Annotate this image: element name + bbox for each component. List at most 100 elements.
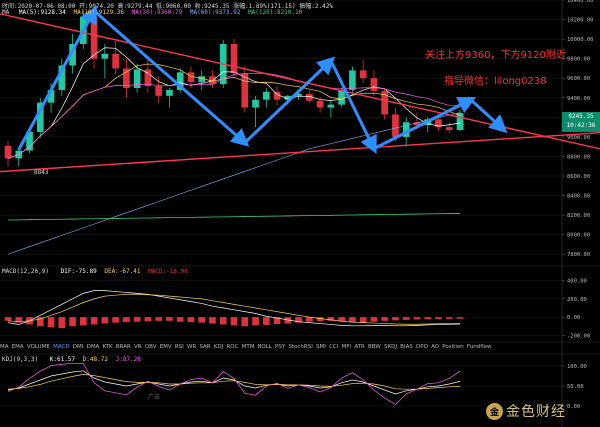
candle-body bbox=[445, 127, 453, 131]
tab-psy[interactable]: PSY bbox=[275, 344, 286, 350]
kdj-k-line bbox=[7, 370, 461, 395]
tab-cci[interactable]: CCI bbox=[329, 344, 339, 350]
tab-dma[interactable]: DMA bbox=[86, 344, 100, 350]
tab-bbw[interactable]: BBW bbox=[368, 344, 381, 350]
candle-body bbox=[273, 91, 281, 100]
tab-rsi[interactable]: RSI bbox=[174, 344, 184, 350]
candle-body bbox=[4, 145, 12, 159]
tab-macd[interactable]: MACD bbox=[53, 344, 70, 350]
macd-histogram-bar bbox=[338, 317, 345, 322]
tick-label: 8600.00 bbox=[567, 174, 590, 180]
macd-histogram-bar bbox=[349, 317, 356, 323]
tab-atr[interactable]: ATR bbox=[354, 344, 365, 350]
tick-label: 9800.00 bbox=[567, 57, 590, 63]
tab-boll[interactable]: BOLL bbox=[257, 344, 272, 350]
macd-histogram-bar bbox=[144, 317, 152, 322]
macd-histogram-bar bbox=[381, 317, 389, 321]
candle-body bbox=[47, 89, 55, 103]
macd-histogram-bar bbox=[133, 317, 141, 322]
candle-body bbox=[230, 44, 238, 74]
candle-body bbox=[36, 102, 44, 132]
tab-brar[interactable]: BRAR bbox=[115, 344, 131, 350]
macd-pane bbox=[4, 290, 464, 329]
ma60-line bbox=[7, 112, 461, 255]
j-value: J:87.28 bbox=[115, 356, 141, 363]
tab-fundflow[interactable]: Fundflow bbox=[466, 344, 492, 350]
tick-label: 7800.00 bbox=[567, 252, 590, 258]
tab-mtm[interactable]: MTM bbox=[241, 344, 255, 350]
tab-mfi[interactable]: MFI bbox=[341, 344, 352, 350]
tab-ao[interactable]: AO bbox=[431, 344, 440, 350]
swing-arrow bbox=[329, 59, 377, 155]
tab-ma[interactable]: MA bbox=[0, 344, 9, 350]
tab-emv[interactable]: EMV bbox=[159, 344, 172, 350]
tab-position[interactable]: Position bbox=[442, 344, 464, 350]
macd-histogram-bar bbox=[187, 317, 195, 323]
tab-skdj[interactable]: SKDJ bbox=[384, 344, 397, 350]
ma10-value: MA(10):9129.36 bbox=[73, 9, 125, 16]
candlestick-pane bbox=[0, 5, 600, 255]
tab-wr[interactable]: WR bbox=[186, 344, 197, 350]
macd-histogram-bar bbox=[176, 317, 184, 322]
macd-histogram-bar bbox=[284, 317, 292, 324]
tab-smi[interactable]: SMI bbox=[316, 344, 326, 350]
logo: 金 金色财经 bbox=[486, 400, 598, 422]
macd-histogram-bar bbox=[445, 317, 453, 319]
price-axis: 7800.00 8000.00 8200.00 8400.00 8600.00 8800.… bbox=[562, 0, 594, 410]
candle-body bbox=[316, 100, 324, 108]
annotation-levels: 关注上方9360，下方9120附近 bbox=[425, 50, 566, 61]
candle-body bbox=[101, 53, 109, 59]
tick-label: 10200.00 bbox=[567, 18, 594, 24]
logo-text: 金色财经 bbox=[506, 404, 566, 420]
macd-histogram-bar bbox=[123, 317, 130, 323]
tab-ema[interactable]: EMA bbox=[11, 344, 24, 350]
tab-kdj[interactable]: KDJ bbox=[213, 344, 224, 350]
macd-histogram-bar bbox=[424, 317, 432, 320]
tab-ktk[interactable]: KTK bbox=[102, 344, 113, 350]
dea-line bbox=[7, 293, 461, 325]
current-price: 9245.35 bbox=[568, 113, 594, 120]
candle-body bbox=[155, 86, 163, 96]
candle-body bbox=[413, 122, 421, 126]
candle-body bbox=[209, 76, 216, 85]
candle-body bbox=[176, 72, 184, 90]
ma-header: MA MA(5):9128.34 MA(10):9129.36 MA(30):9… bbox=[2, 9, 472, 16]
kdj-header: KDJ(9,3,3) K:61.57 D:48.72 J:87.28 bbox=[2, 356, 141, 363]
tab-obv[interactable]: OBV bbox=[144, 344, 157, 350]
tick-label: 8800.00 bbox=[567, 154, 590, 160]
k-value: K:61.57 bbox=[49, 356, 76, 363]
ma5-value: MA(5):9128.34 bbox=[18, 9, 66, 16]
tick-label: 400.00 bbox=[567, 279, 587, 285]
candle-body bbox=[123, 68, 130, 88]
ad-label: 广告 bbox=[148, 394, 161, 401]
tab-stochrsi[interactable]: StochRSI bbox=[288, 344, 313, 350]
candle-body bbox=[338, 89, 345, 105]
macd-header: MACD(12,26,9) DIF:-75.89 DEA:-67.41 MACD… bbox=[2, 268, 188, 275]
macd-histogram-bar bbox=[4, 317, 12, 321]
tab-roc[interactable]: ROC bbox=[226, 344, 239, 350]
macd-histogram-bar bbox=[90, 317, 98, 325]
tab-vr[interactable]: VR bbox=[134, 344, 142, 350]
tab-bias[interactable]: BIAS bbox=[400, 344, 413, 350]
candle-body bbox=[112, 53, 119, 69]
ohlc-header: 时间:2020-07-06 08:00 开:9074.20 高:9279.44 … bbox=[2, 3, 333, 10]
tab-sar[interactable]: SAR bbox=[199, 344, 211, 350]
tab-dpo[interactable]: DPO bbox=[416, 344, 428, 350]
candle-body bbox=[392, 114, 399, 137]
macd-histogram-bar bbox=[402, 317, 410, 320]
macd-histogram-bar bbox=[219, 317, 227, 325]
macd-histogram-bar bbox=[69, 317, 76, 327]
macd-histogram-bar bbox=[273, 317, 281, 324]
macd-histogram-bar bbox=[370, 317, 378, 322]
candle-body bbox=[144, 69, 152, 87]
swing-arrow bbox=[469, 98, 508, 134]
swing-arrow bbox=[17, 5, 97, 151]
candle-body bbox=[90, 16, 98, 59]
ma120-line bbox=[7, 213, 461, 221]
candle-body bbox=[456, 112, 464, 131]
ma30-value: MA(30):9360.79 bbox=[131, 9, 183, 16]
tick-label: -200.00 bbox=[567, 333, 590, 339]
tab-volume[interactable]: VOLUME bbox=[26, 344, 50, 350]
dif-value: DIF:-75.89 bbox=[60, 268, 97, 275]
tab-dmi[interactable]: DMI bbox=[72, 344, 84, 350]
